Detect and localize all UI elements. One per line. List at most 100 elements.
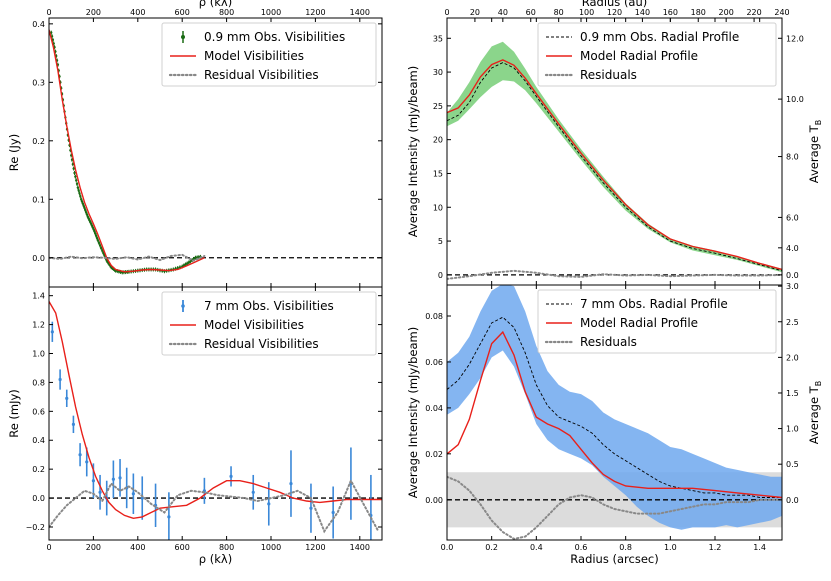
data-point [131, 492, 135, 496]
x-tick-label: 1400 [350, 543, 370, 552]
legend-label: 7 mm Obs. Radial Profile [580, 297, 728, 311]
x-tick-label: 200 [86, 543, 101, 552]
legend-label: 0.9 mm Obs. Visibilities [204, 30, 345, 44]
y-tick-label-right: 8.0 [786, 153, 799, 162]
data-point [99, 246, 103, 250]
legend-label: 0.9 mm Obs. Radial Profile [580, 30, 739, 44]
y-tick-label: 0.8 [32, 378, 45, 387]
y-tick-label: 0.4 [32, 436, 45, 445]
legend-label: Residuals [580, 68, 637, 82]
data-point [97, 241, 101, 245]
data-point [72, 167, 75, 170]
data-point [140, 496, 144, 500]
series-residuals [447, 475, 782, 540]
axes-frame [48, 286, 383, 541]
x-tick-label: 1200 [305, 543, 325, 552]
y-tick-label-right: 2.0 [786, 353, 799, 362]
x-tick-label: 1.0 [664, 543, 677, 552]
x-tick-label: 0.6 [575, 543, 588, 552]
y-tick-label: 0.2 [32, 465, 45, 474]
y-tick-label: 35 [433, 34, 443, 43]
y-tick-label-right: 12.0 [786, 34, 804, 43]
x-tick-label: 400 [130, 543, 145, 552]
y-tick-label-right: 0.0 [786, 496, 799, 505]
data-point [50, 330, 54, 334]
legend-label: Model Visibilities [204, 49, 304, 63]
data-point [73, 171, 76, 175]
x-axis-label-top: Radius (au) [582, 0, 648, 9]
data-point [187, 261, 191, 264]
data-point [77, 189, 80, 192]
x-tick-label-top: 600 [175, 8, 190, 17]
x-tick-label: 1.2 [709, 543, 722, 552]
legend-box [537, 22, 777, 87]
panel-p4: 0.0 0.2 0.4 0.6 0.8 1.0 1.2 1.4 0.00 0.02 0.04 0.06… [406, 282, 823, 566]
legend-label: Residuals [580, 335, 637, 349]
legend-marker-dot [181, 304, 185, 308]
legend-label: Model Visibilities [204, 318, 304, 332]
x-tick-label: 1.4 [753, 543, 766, 552]
x-tick-label-top: 120 [607, 8, 622, 17]
y-tick-label: 0 [438, 271, 443, 280]
x-tick-label-top: 1000 [261, 8, 281, 17]
x-tick-label: 0.2 [485, 543, 498, 552]
y-tick-label: 10 [433, 203, 443, 212]
plot-area [447, 41, 782, 280]
series-residuals [49, 253, 206, 262]
data-point [74, 179, 78, 182]
data-point [71, 422, 76, 426]
x-tick-label: 800 [219, 543, 234, 552]
x-tick-label-top: 180 [691, 8, 706, 17]
x-tick-label-top: 400 [130, 8, 145, 17]
data-point [102, 252, 105, 255]
data-point [50, 31, 53, 34]
y-tick-label: 0.02 [425, 450, 443, 459]
data-point [96, 239, 100, 242]
y-tick-label: 5 [438, 237, 443, 246]
data-point [251, 490, 255, 494]
data-point [229, 474, 233, 478]
legend-label: Model Radial Profile [580, 316, 698, 330]
data-point [78, 192, 81, 195]
x-tick-label: 0 [46, 543, 51, 552]
x-axis-label-top: ρ (kλ) [199, 0, 232, 9]
x-tick-label-top: 240 [774, 8, 789, 17]
x-tick-label-top: 0 [444, 8, 449, 17]
x-axis-label: ρ (kλ) [199, 552, 232, 566]
x-tick-label-top: 20 [470, 8, 480, 17]
y-tick-label: 15 [433, 169, 443, 178]
data-point [85, 460, 89, 464]
y-tick-label-right: 1.5 [786, 389, 799, 398]
y-axis-label: Re (Jy) [7, 134, 21, 171]
data-point [79, 195, 82, 198]
data-point [111, 477, 115, 481]
y-axis-label: Re (mJy) [7, 389, 21, 438]
x-tick-label-top: 200 [719, 8, 734, 17]
data-point [65, 396, 69, 400]
y-tick-label: 0.0 [32, 494, 45, 503]
x-tick-label-top: 0 [46, 8, 51, 17]
series-residuals [49, 478, 379, 534]
y-axis-label: Average Intensity (mJy/beam) [406, 327, 420, 498]
data-point [167, 515, 171, 519]
legend-box [161, 291, 377, 356]
data-point [74, 175, 77, 178]
data-point [98, 244, 102, 247]
uncertainty-band [447, 285, 782, 530]
y-tick-label: 0.4 [32, 20, 45, 29]
legend-label: Residual Visibilities [204, 68, 319, 82]
data-point [76, 186, 80, 189]
x-tick-label-top: 220 [746, 8, 761, 17]
axes-frame [446, 284, 783, 541]
y-axis-label-right-sub: B [814, 381, 823, 387]
x-tick-label: 0.0 [441, 543, 454, 552]
x-tick-label-top: 140 [635, 8, 650, 17]
panel-p3: 0 20 40 60 80 100 120 140 160 180 200 220 240 0 5 10 15 2… [406, 0, 823, 286]
y-tick-label-right: 0.0 [786, 271, 799, 280]
plot-area [447, 285, 782, 540]
legend-box [537, 289, 777, 354]
x-tick-label-top: 800 [219, 8, 234, 17]
x-tick-label-top: 100 [579, 8, 594, 17]
data-point [101, 249, 104, 252]
